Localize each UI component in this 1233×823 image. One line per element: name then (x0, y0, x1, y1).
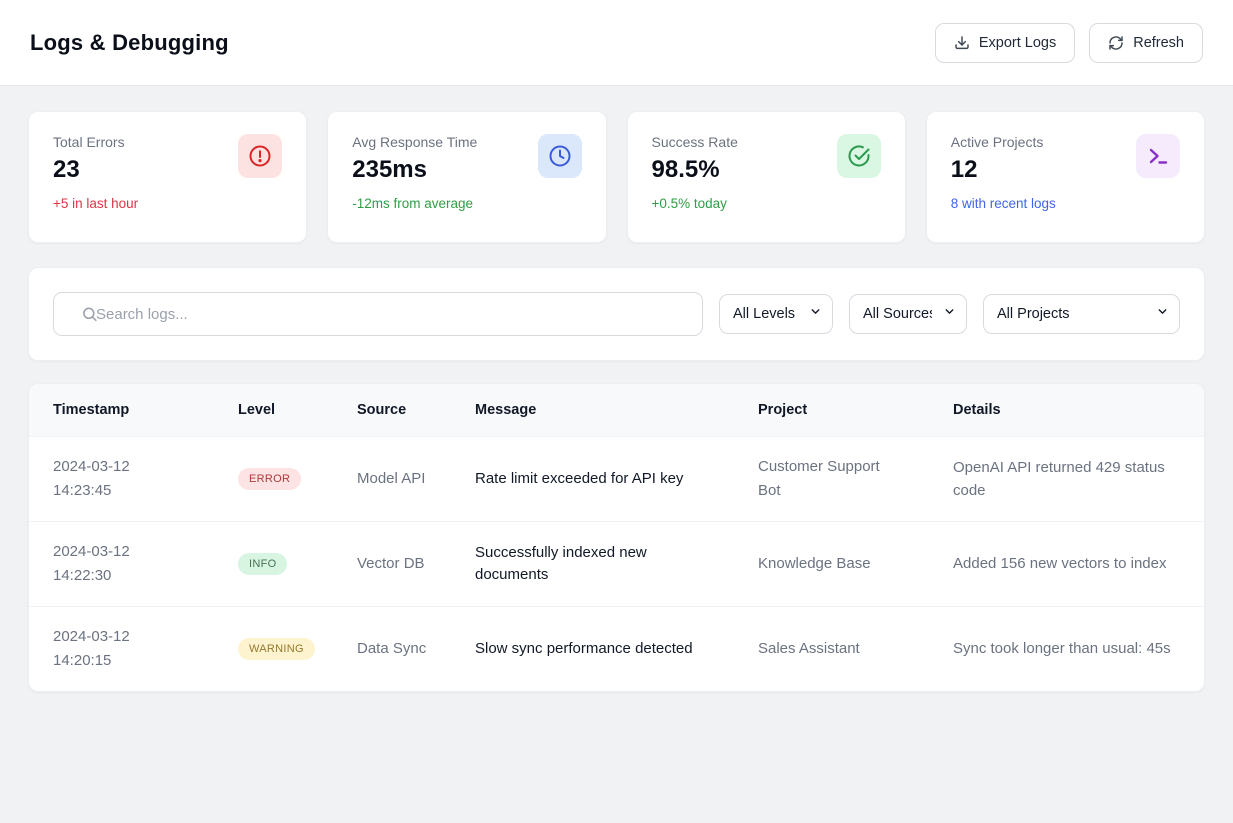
search-input[interactable] (53, 292, 703, 336)
logs-table: Timestamp Level Source Message Project D… (29, 384, 1204, 691)
stat-card-active-projects: Active Projects 12 8 with recent logs (925, 111, 1205, 243)
log-source: Data Sync (357, 640, 427, 657)
stats-row: Total Errors 23 +5 in last hour Avg Resp… (28, 111, 1205, 243)
stat-label: Total Errors (53, 134, 125, 150)
source-filter-select[interactable]: All Sources (849, 294, 967, 334)
table-row: 2024-03-12 14:23:45 ERROR Model API Rate… (29, 436, 1204, 522)
column-header-level: Level (238, 384, 357, 437)
log-source: Vector DB (357, 555, 425, 572)
log-level-badge: WARNING (238, 638, 315, 660)
stat-value: 98.5% (651, 156, 720, 183)
log-project: Sales Assistant (758, 640, 860, 657)
download-icon (954, 35, 970, 51)
refresh-icon (1108, 35, 1124, 51)
check-circle-icon (836, 134, 881, 178)
stat-subtext: +5 in last hour (53, 196, 139, 211)
column-header-details: Details (953, 384, 1204, 437)
log-source: Model API (357, 470, 426, 487)
log-timestamp: 2024-03-12 14:23:45 (53, 458, 130, 499)
column-header-timestamp: Timestamp (29, 384, 238, 437)
log-timestamp: 2024-03-12 14:20:15 (53, 628, 130, 669)
log-details: Added 156 new vectors to index (953, 555, 1167, 573)
table-row: 2024-03-12 14:22:30 INFO Vector DB Succe… (29, 521, 1204, 607)
log-message: Slow sync performance detected (475, 639, 693, 657)
source-filter-wrapper: All Sources (849, 294, 967, 334)
stat-subtext: 8 with recent logs (950, 196, 1056, 211)
export-logs-label: Export Logs (978, 34, 1057, 51)
log-timestamp: 2024-03-12 14:22:30 (53, 543, 130, 584)
stat-card-success-rate: Success Rate 98.5% +0.5% today (626, 111, 906, 243)
project-filter-wrapper: All Projects (983, 294, 1180, 334)
level-filter-wrapper: All Levels (719, 294, 833, 334)
clock-icon (537, 134, 582, 178)
log-project: Customer Support Bot (758, 458, 880, 499)
stat-subtext: -12ms from average (352, 196, 474, 211)
header-actions: Export Logs Refresh (934, 22, 1203, 63)
log-project: Knowledge Base (758, 555, 871, 572)
export-logs-button[interactable]: Export Logs (934, 22, 1076, 63)
column-header-message: Message (475, 384, 758, 437)
log-message: Rate limit exceeded for API key (475, 469, 684, 487)
table-header-row: Timestamp Level Source Message Project D… (29, 384, 1204, 437)
terminal-icon (1136, 134, 1180, 178)
stat-label: Active Projects (950, 134, 1044, 150)
log-level-badge: INFO (238, 553, 288, 575)
filter-bar: All Levels All Sources All Projects (28, 267, 1205, 361)
main-content: Total Errors 23 +5 in last hour Avg Resp… (0, 86, 1233, 717)
stat-value: 12 (950, 156, 978, 183)
stat-label: Avg Response Time (352, 134, 478, 150)
log-message: Successfully indexed new documents (475, 543, 647, 584)
top-header: Logs & Debugging Export Logs Refresh (0, 0, 1233, 86)
stat-value: 23 (53, 156, 80, 183)
search-field-wrapper (53, 292, 703, 336)
stat-card-total-errors: Total Errors 23 +5 in last hour (28, 111, 308, 243)
alert-circle-icon (238, 134, 283, 178)
stat-label: Success Rate (651, 134, 738, 150)
log-details: Sync took longer than usual: 45s (953, 640, 1171, 658)
project-filter-select[interactable]: All Projects (983, 294, 1180, 334)
logs-table-card: Timestamp Level Source Message Project D… (28, 383, 1205, 692)
stat-subtext: +0.5% today (651, 196, 727, 211)
column-header-project: Project (758, 384, 953, 437)
column-header-source: Source (357, 384, 475, 437)
log-details: OpenAI API returned 429 status code (953, 458, 1165, 499)
stat-card-avg-response-time: Avg Response Time 235ms -12ms from avera… (327, 111, 607, 243)
level-filter-select[interactable]: All Levels (719, 294, 833, 334)
page-title: Logs & Debugging (30, 29, 229, 55)
refresh-label: Refresh (1133, 34, 1184, 51)
refresh-button[interactable]: Refresh (1089, 22, 1203, 63)
table-row: 2024-03-12 14:20:15 WARNING Data Sync Sl… (29, 606, 1204, 691)
stat-value: 235ms (352, 156, 427, 183)
log-level-badge: ERROR (238, 468, 302, 490)
